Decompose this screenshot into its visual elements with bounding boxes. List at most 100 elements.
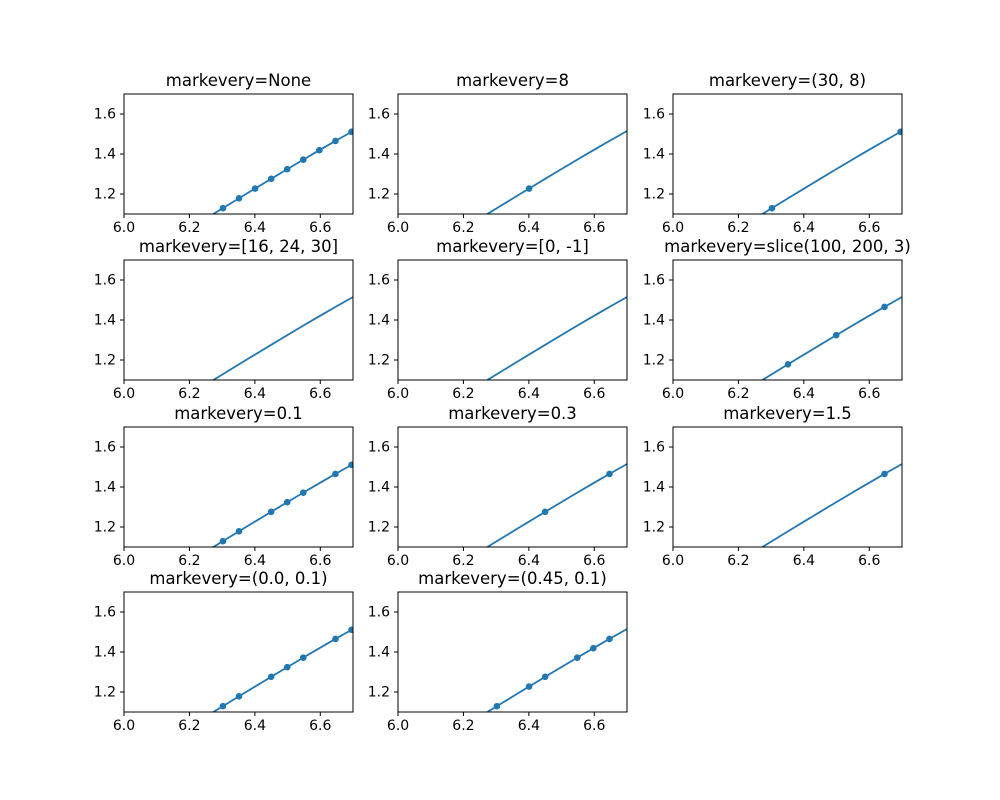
x-tick-label: 6.4: [793, 220, 815, 236]
subplot-title: markevery=0.1: [174, 404, 303, 423]
x-tick-label: 6.4: [793, 553, 815, 569]
marker-point: [541, 508, 549, 516]
subplot-6: 6.0 6.2 6.4 6.6 1.2 1.4 1.6 markevery=0.1: [94, 404, 354, 569]
marker-point: [219, 204, 227, 212]
x-tick-label: 6.2: [178, 718, 200, 734]
axes-background: [124, 592, 353, 712]
x-tick-label: 6.2: [452, 553, 474, 569]
data-layer: [485, 130, 627, 214]
marker-point: [897, 128, 902, 136]
marker-point: [219, 702, 227, 710]
subplot-2: 6.0 6.2 6.4 6.6 1.2 1.4 1.6 markevery=(30, 8): [643, 71, 903, 236]
x-tick-label: 6.4: [244, 220, 266, 236]
data-layer: [760, 296, 902, 380]
subplot-5: 6.0 6.2 6.4 6.6 1.2 1.4 1.6 markevery=slice(100…: [643, 237, 911, 402]
x-tick-label: 6.6: [583, 220, 605, 236]
x-tick-label: 6.6: [309, 220, 331, 236]
line-series: [485, 628, 627, 712]
y-tick-label: 1.4: [643, 147, 665, 163]
marker-point: [267, 175, 275, 183]
x-tick-label: 6.6: [309, 553, 331, 569]
marker-point: [316, 146, 323, 154]
axes-background: [398, 94, 627, 214]
subplot-4: 6.0 6.2 6.4 6.6 1.2 1.4 1.6 markevery=[0, -1]: [368, 237, 628, 402]
y-tick-label: 1.4: [94, 480, 116, 496]
data-layer: [485, 296, 627, 380]
subplot-title: markevery=slice(100, 200, 3): [664, 237, 911, 256]
marker-point: [348, 626, 353, 634]
subplot-title: markevery=[16, 24, 30]: [139, 237, 338, 256]
axes-background: [673, 427, 902, 547]
x-tick-label: 6.2: [727, 553, 749, 569]
x-tick-label: 6.4: [518, 553, 540, 569]
x-tick-label: 6.6: [309, 386, 331, 402]
marker-point: [493, 702, 501, 710]
y-tick-label: 1.6: [368, 440, 390, 456]
y-tick-label: 1.2: [643, 520, 665, 536]
subplot-title: markevery=0.3: [448, 404, 577, 423]
line-series: [485, 296, 627, 380]
y-tick-label: 1.6: [643, 440, 665, 456]
y-tick-label: 1.2: [94, 353, 116, 369]
x-tick-label: 6.0: [387, 220, 409, 236]
subplot-title: markevery=(0.45, 0.1): [418, 569, 607, 588]
y-tick-label: 1.4: [368, 480, 390, 496]
x-tick-label: 6.2: [178, 553, 200, 569]
x-tick-label: 6.0: [113, 718, 135, 734]
subplot-title: markevery=(30, 8): [709, 71, 866, 90]
x-tick-label: 6.0: [387, 386, 409, 402]
marker-point: [219, 537, 227, 545]
x-tick-label: 6.2: [727, 220, 749, 236]
x-tick-label: 6.4: [518, 718, 540, 734]
x-tick-label: 6.4: [244, 553, 266, 569]
data-layer: [485, 463, 627, 547]
data-layer: [760, 128, 902, 214]
axes-background: [398, 260, 627, 380]
marker-point: [283, 165, 291, 173]
marker-point: [606, 470, 613, 478]
x-tick-label: 6.6: [583, 386, 605, 402]
y-tick-label: 1.2: [368, 520, 390, 536]
x-tick-label: 6.0: [113, 553, 135, 569]
y-tick-label: 1.6: [643, 273, 665, 289]
line-series: [211, 296, 353, 380]
marker-point: [881, 303, 888, 311]
x-tick-label: 6.4: [244, 718, 266, 734]
data-layer: [211, 296, 353, 380]
y-tick-label: 1.6: [368, 273, 390, 289]
marker-point: [332, 635, 339, 643]
marker-point: [525, 185, 533, 192]
y-tick-label: 1.2: [94, 685, 116, 701]
marker-point: [348, 461, 353, 469]
marker-point: [300, 654, 307, 661]
y-tick-label: 1.4: [643, 313, 665, 329]
line-series: [211, 130, 353, 214]
subplot-title: markevery=None: [166, 71, 311, 90]
x-tick-label: 6.0: [113, 220, 135, 236]
marker-point: [590, 644, 597, 652]
line-series: [760, 296, 902, 380]
data-layer: [211, 626, 353, 712]
data-layer: [485, 628, 627, 712]
marker-point: [267, 673, 275, 681]
marker-point: [832, 331, 840, 339]
x-tick-label: 6.4: [244, 386, 266, 402]
subplot-3: 6.0 6.2 6.4 6.6 1.2 1.4 1.6 markevery=[16, 24, …: [94, 237, 354, 402]
x-tick-label: 6.2: [452, 718, 474, 734]
axes-background: [673, 94, 902, 214]
subplot-title: markevery=1.5: [723, 404, 852, 423]
x-tick-label: 6.6: [583, 553, 605, 569]
line-series: [485, 463, 627, 547]
x-tick-label: 6.4: [518, 220, 540, 236]
y-tick-label: 1.4: [368, 645, 390, 661]
subplot-8: 6.0 6.2 6.4 6.6 1.2 1.4 1.6 markevery=1.5: [643, 404, 903, 569]
marker-point: [348, 128, 353, 136]
x-tick-label: 6.2: [452, 386, 474, 402]
marker-point: [606, 635, 613, 643]
line-series: [485, 130, 627, 214]
line-series: [760, 463, 902, 547]
y-tick-label: 1.6: [94, 107, 116, 123]
subplot-9: 6.0 6.2 6.4 6.6 1.2 1.4 1.6 markevery=(0.0, 0.1…: [94, 569, 354, 734]
y-tick-label: 1.6: [94, 440, 116, 456]
